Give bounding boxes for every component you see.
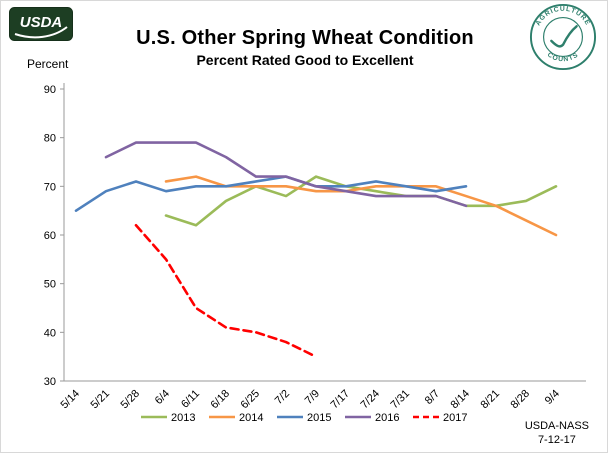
svg-text:7/17: 7/17 (328, 388, 352, 412)
y-axis-labels: 30 40 50 60 70 80 90 (44, 84, 56, 388)
svg-text:70: 70 (44, 181, 56, 193)
legend-label-2013: 2013 (171, 412, 195, 424)
agriculture-counts-seal-graphic: AGRICULTURE COUNTS (529, 3, 597, 71)
footer-date: 7-12-17 (537, 433, 576, 446)
chart-legend: 2013 2014 2015 2016 2017 (141, 412, 467, 424)
svg-text:9/4: 9/4 (543, 388, 562, 407)
svg-text:AGRICULTURE: AGRICULTURE (535, 6, 592, 27)
legend-label-2014: 2014 (239, 412, 263, 424)
axes (60, 83, 586, 382)
svg-text:50: 50 (44, 279, 56, 291)
title-block: U.S. Other Spring Wheat Condition Percen… (1, 27, 607, 68)
seal-checkmark-icon (550, 25, 578, 48)
svg-text:5/21: 5/21 (88, 388, 112, 412)
usda-logo-swoosh-icon (14, 26, 68, 39)
y-axis-title: Percent (27, 57, 69, 71)
footer-agency: USDA-NASS (524, 420, 589, 432)
usda-logo-graphic: USDA (9, 7, 73, 41)
svg-text:8/7: 8/7 (423, 388, 442, 407)
svg-text:90: 90 (44, 84, 56, 96)
usda-logo: USDA (9, 7, 73, 46)
svg-text:6/25: 6/25 (238, 388, 262, 412)
svg-text:5/28: 5/28 (118, 388, 142, 412)
svg-text:40: 40 (44, 327, 56, 339)
legend-label-2015: 2015 (307, 412, 331, 424)
x-axis-labels: 5/14 5/21 5/28 6/4 6/11 6/18 6/25 7/2 7/9 7/17 7/2… (58, 388, 562, 412)
svg-text:80: 80 (44, 133, 56, 145)
chart-subtitle: Percent Rated Good to Excellent (196, 52, 414, 68)
footer-credit: USDA-NASS 7-12-17 (525, 420, 589, 448)
series-line-2016 (104, 141, 468, 208)
series-line-2017 (134, 223, 318, 358)
svg-text:6/18: 6/18 (208, 388, 232, 412)
svg-text:5/14: 5/14 (58, 388, 82, 412)
svg-text:30: 30 (44, 376, 56, 388)
svg-text:7/31: 7/31 (388, 388, 412, 412)
seal-inner-ring (542, 16, 584, 58)
svg-text:8/28: 8/28 (508, 388, 532, 412)
seal-outer-ring (529, 3, 597, 71)
svg-text:8/14: 8/14 (448, 388, 472, 412)
usda-wordmark-text: USDA (20, 14, 63, 31)
svg-text:6/4: 6/4 (153, 388, 172, 407)
chart-title: U.S. Other Spring Wheat Condition (136, 27, 474, 49)
legend-label-2016: 2016 (375, 412, 399, 424)
agriculture-counts-seal: AGRICULTURE COUNTS (529, 3, 597, 76)
svg-text:6/11: 6/11 (179, 388, 202, 411)
seal-text-top: AGRICULTURE (535, 6, 591, 27)
svg-text:7/9: 7/9 (303, 388, 322, 407)
svg-text:8/21: 8/21 (478, 388, 502, 412)
svg-text:60: 60 (44, 230, 56, 242)
series-line-2015 (74, 175, 468, 212)
svg-text:7/2: 7/2 (273, 388, 292, 407)
svg-text:7/24: 7/24 (358, 388, 382, 412)
legend-label-2017: 2017 (443, 412, 467, 424)
